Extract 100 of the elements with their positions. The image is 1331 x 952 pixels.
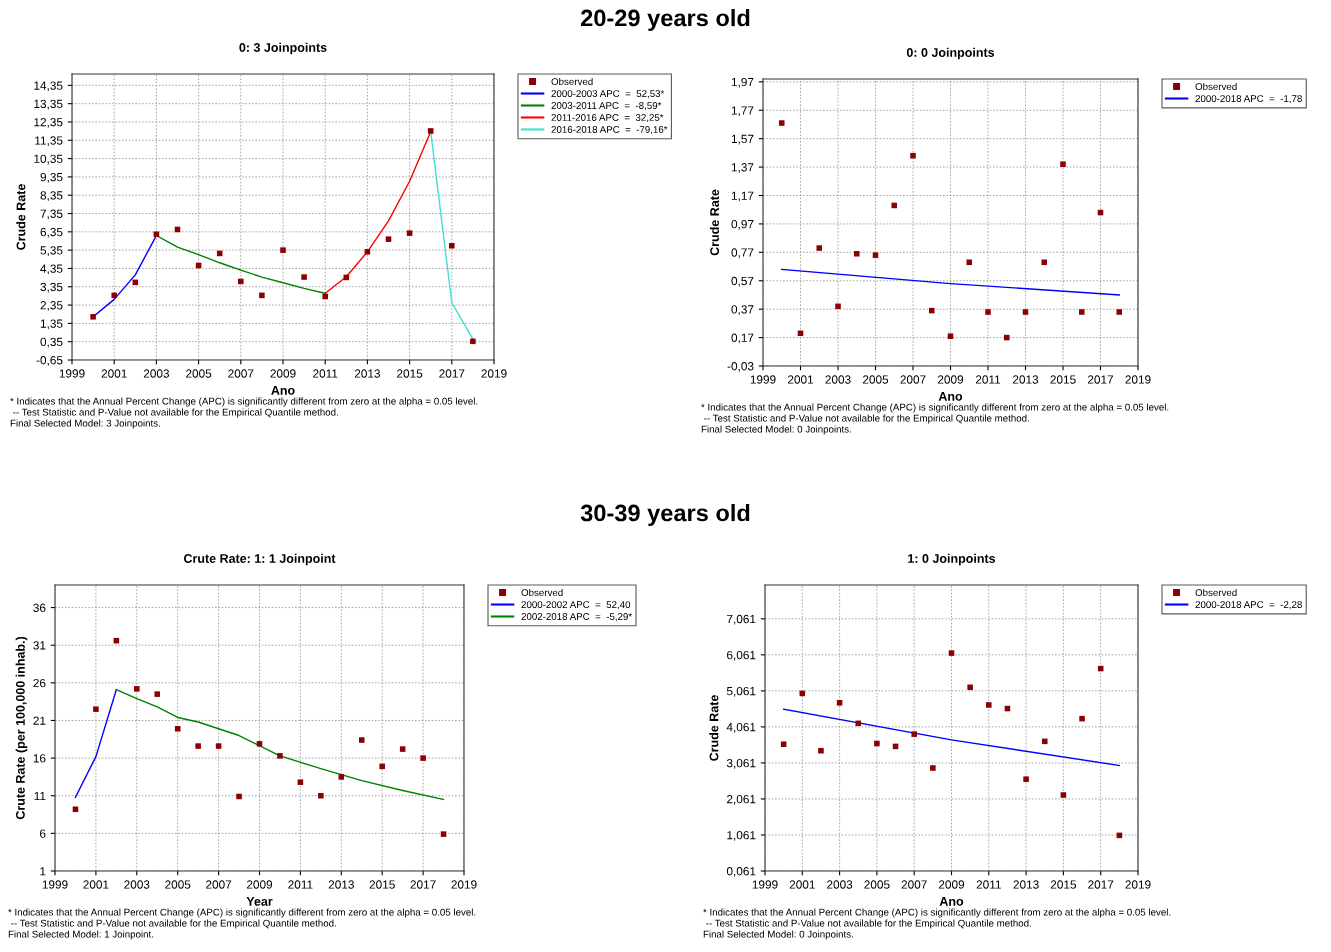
y-tick-label: 1,35 — [40, 319, 63, 330]
point — [385, 236, 392, 242]
point — [1023, 776, 1029, 782]
point — [1060, 161, 1066, 168]
text: -- Test Statistic and P-Value not available for the Empirical Quantile method. — [11, 919, 336, 929]
x-axis-title: Ano — [938, 392, 963, 401]
text: -- Test Statistic and P-Value not available for the Empirical Quantile method. — [706, 919, 1031, 929]
y-tick-label: 6,061 — [727, 650, 756, 661]
point — [277, 753, 283, 759]
legend-label: 2000-2003 APC = 52,53* — [551, 90, 665, 99]
point — [966, 259, 973, 266]
y-tick-label: 11,35 — [35, 136, 63, 147]
point — [301, 274, 307, 280]
x-axis-title: Ano — [939, 897, 964, 906]
y-tick-label: 0,35 — [40, 337, 63, 348]
x-tick-label: 1999 — [42, 880, 68, 889]
text: * Indicates that the Annual Percent Change (APC) is significantly different from zero at the alpha = 0.05 level. — [8, 908, 476, 918]
text: 30-39 years old — [580, 503, 750, 527]
text: * Indicates that the Annual Percent Change (APC) is significantly different from zero at the alpha = 0.05 level. — [701, 403, 1169, 413]
point — [90, 314, 96, 320]
x-tick-label: 2003 — [124, 880, 150, 889]
point — [930, 765, 936, 771]
point — [364, 249, 371, 255]
point — [911, 731, 917, 737]
text: Final Selected Model: 0 Joinpoints. — [703, 930, 853, 940]
x-tick-label: 2013 — [328, 880, 354, 889]
y-tick-label: 14,35 — [34, 81, 63, 92]
y-tick-label: 13,35 — [34, 99, 63, 110]
y-tick-label: -0,03 — [727, 362, 754, 372]
point — [280, 247, 286, 253]
legend-label: 2016-2018 APC = -79,16* — [551, 126, 668, 135]
y-tick-label: 5,061 — [726, 686, 756, 697]
point — [855, 720, 862, 727]
y-tick-label: 2,35 — [40, 301, 63, 311]
x-tick-label: 2017 — [439, 369, 465, 378]
point — [338, 774, 345, 780]
x-tick-label: 2007 — [206, 880, 232, 889]
point — [93, 706, 99, 712]
point — [420, 755, 426, 761]
point — [358, 737, 365, 743]
x-tick-label: 2009 — [937, 375, 964, 384]
y-tick-label: 7,35 — [40, 209, 63, 220]
point — [872, 252, 879, 258]
y-axis-title: Crude Rate — [709, 189, 720, 256]
text: * Indicates that the Annual Percent Change (APC) is significantly different from zero at the alpha = 0.05 level. — [10, 397, 478, 407]
y-tick-label: 21 — [33, 716, 46, 725]
point — [1041, 259, 1048, 266]
text: * Indicates that the Annual Percent Change (APC) is significantly different from zero at the alpha = 0.05 level. — [703, 908, 1171, 918]
point — [967, 684, 973, 691]
x-tick-label: 2003 — [143, 369, 170, 378]
legend-label: 2000-2002 APC = 52,40 — [521, 601, 631, 610]
x-tick-label: 2011 — [313, 369, 338, 378]
point — [318, 792, 324, 799]
y-tick-label: 0,57 — [731, 276, 754, 287]
text: -- Test Statistic and P-Value not available for the Empirical Quantile method. — [13, 408, 338, 418]
point — [215, 743, 222, 749]
x-tick-label: 2015 — [1050, 880, 1077, 889]
x-tick-label: 2015 — [369, 880, 395, 889]
point — [1078, 309, 1085, 315]
x-tick-label: 1999 — [752, 880, 778, 889]
point — [780, 741, 787, 748]
point — [928, 307, 935, 314]
y-tick-label: 1 — [40, 867, 46, 876]
y-tick-label: -0,65 — [36, 356, 63, 366]
point — [134, 686, 140, 692]
point — [947, 333, 954, 339]
x-tick-label: 2001 — [101, 369, 127, 378]
y-tick-label: 8,35 — [40, 191, 63, 201]
x-tick-label: 1999 — [750, 375, 776, 384]
point — [256, 741, 263, 747]
y-tick-label: 16 — [33, 754, 46, 763]
point — [379, 763, 385, 770]
y-tick-label: 0,061 — [726, 867, 756, 877]
x-tick-label: 2015 — [397, 369, 423, 378]
x-tick-label: 2015 — [1050, 375, 1076, 384]
x-tick-label: 2005 — [186, 369, 212, 378]
x-tick-label: 2011 — [976, 880, 1001, 889]
point — [153, 231, 160, 237]
y-tick-label: 6,35 — [40, 227, 63, 238]
point — [1079, 715, 1085, 722]
point — [470, 338, 476, 345]
y-tick-label: 1,061 — [727, 831, 756, 841]
point — [1060, 792, 1067, 798]
y-tick-label: 1,97 — [731, 77, 754, 88]
x-tick-label: 2001 — [787, 375, 814, 384]
line-series — [115, 688, 445, 801]
point — [449, 242, 455, 249]
x-tick-label: 2009 — [270, 369, 296, 378]
point — [778, 120, 785, 126]
point — [259, 292, 265, 299]
point — [297, 779, 304, 785]
point — [440, 831, 447, 837]
x-tick-label: 2005 — [862, 375, 889, 384]
x-tick-label: 2019 — [451, 880, 477, 889]
point — [322, 293, 328, 300]
x-tick-label: 2009 — [246, 880, 273, 889]
point — [174, 725, 181, 732]
text: Final Selected Model: 3 Joinpoints. — [10, 419, 160, 429]
x-tick-label: 2003 — [827, 880, 853, 889]
x-tick-label: 2001 — [789, 880, 815, 889]
